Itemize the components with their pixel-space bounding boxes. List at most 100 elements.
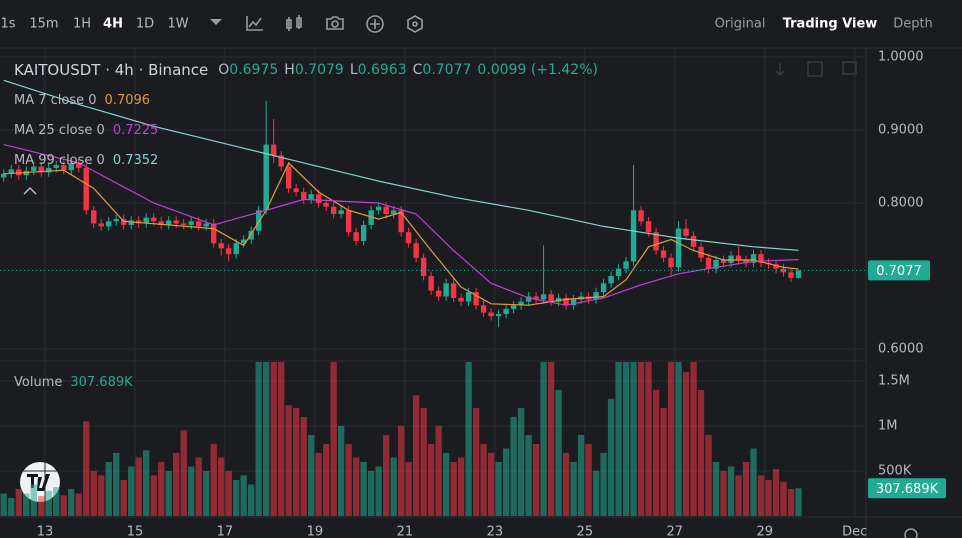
chart-buttons[interactable] xyxy=(23,61,857,195)
window-button[interactable] xyxy=(842,61,857,75)
volume-bar xyxy=(278,362,285,516)
volume-tick-label: 1M xyxy=(878,418,898,433)
ohlc-value: 0.6963 xyxy=(358,62,407,78)
volume-bar xyxy=(90,470,97,516)
ohlc-label: O xyxy=(218,62,229,78)
y-tick-label: 0.8000 xyxy=(878,196,924,211)
candle-body xyxy=(533,296,539,300)
volume-bar xyxy=(135,457,142,516)
interval-tab[interactable]: 1s xyxy=(0,17,15,32)
candle-body xyxy=(638,210,644,222)
volume-bar xyxy=(60,495,67,516)
candle-body xyxy=(788,272,794,278)
volume-bar xyxy=(780,481,787,516)
add-icon[interactable] xyxy=(366,15,384,33)
candle-body xyxy=(608,276,614,284)
candle-body xyxy=(735,255,742,260)
candle-body xyxy=(38,166,44,173)
candle-body xyxy=(623,261,629,269)
view-tab[interactable]: Original xyxy=(715,17,766,32)
volume-bar xyxy=(293,407,300,516)
volume-bar xyxy=(652,389,660,516)
candle-body xyxy=(263,144,269,211)
volume-bar xyxy=(495,461,502,516)
volume-bar xyxy=(255,362,262,516)
volume-bar xyxy=(435,425,442,516)
volume-bar xyxy=(525,434,532,516)
volume-bar xyxy=(195,457,202,516)
settings-icon[interactable] xyxy=(407,15,423,33)
candle-body xyxy=(645,221,652,233)
interval-tab[interactable]: 1D xyxy=(136,17,154,32)
volume-bar xyxy=(502,448,510,516)
indicator-icon[interactable] xyxy=(246,16,263,31)
view-tab[interactable]: Depth xyxy=(893,17,933,32)
volume-bar xyxy=(38,496,45,516)
volume-bar xyxy=(352,457,360,516)
ma-name: MA 99 close 0 xyxy=(14,153,105,168)
volume-bar xyxy=(480,443,487,516)
ma-legend: MA 99 close 0 0.7352 xyxy=(14,153,158,168)
volume-bar xyxy=(150,475,157,516)
candle-body xyxy=(668,257,674,268)
camera-icon[interactable] xyxy=(326,16,344,30)
candle-body xyxy=(525,296,532,302)
change-value: 0.0099 (+1.42%) xyxy=(477,62,598,78)
fullscreen-button[interactable] xyxy=(807,61,823,77)
volume-bar xyxy=(735,475,742,516)
volume-bar xyxy=(23,493,30,516)
candle-body xyxy=(76,162,82,168)
ma-name: MA 25 close 0 xyxy=(14,123,105,138)
x-tick-label: 23 xyxy=(487,525,504,538)
volume-bar xyxy=(225,470,232,516)
volume-bar xyxy=(697,389,705,516)
more-intervals[interactable] xyxy=(210,19,222,25)
interval-tab[interactable]: 1H xyxy=(73,17,91,32)
last-volume-label: 307.689K xyxy=(876,482,939,497)
candle-body xyxy=(323,203,329,207)
candle-body xyxy=(510,305,517,309)
candle-icon[interactable] xyxy=(286,15,302,31)
candle-body xyxy=(458,297,464,302)
candle-body xyxy=(308,194,314,200)
volume-bar xyxy=(0,493,7,516)
volume-bar xyxy=(757,475,765,516)
candle-body xyxy=(750,254,757,263)
volume-bar xyxy=(772,469,780,516)
volume-bar xyxy=(555,389,562,516)
candle-body xyxy=(705,257,712,269)
x-tick-label: 25 xyxy=(577,525,594,538)
volume-bar xyxy=(472,407,480,516)
interval-tab[interactable]: 1W xyxy=(167,17,188,32)
ma-value: 0.7225 xyxy=(113,123,159,138)
interval-tab[interactable]: 15m xyxy=(29,17,58,32)
candle-body xyxy=(773,264,779,269)
view-tab[interactable]: Trading View xyxy=(783,17,878,32)
toolbar-icons[interactable] xyxy=(246,15,423,33)
candle-body xyxy=(368,210,374,225)
volume-bar xyxy=(113,452,120,516)
collapse-button[interactable] xyxy=(23,187,37,195)
volume-bar xyxy=(750,448,757,516)
download-button[interactable] xyxy=(775,63,785,76)
volume-bar xyxy=(375,466,382,516)
candle-body xyxy=(495,313,502,317)
candle-body xyxy=(180,223,187,225)
axis-settings[interactable] xyxy=(904,528,918,538)
volume-bar xyxy=(457,457,465,516)
candle-body xyxy=(690,235,697,247)
volume-bar xyxy=(143,450,150,516)
volume-bar xyxy=(787,488,795,516)
candle-body xyxy=(428,276,434,291)
volume-bar xyxy=(285,405,292,516)
volume-bar xyxy=(675,362,682,516)
candle-body xyxy=(8,169,14,174)
volume-bar xyxy=(592,470,600,516)
interval-tab[interactable]: 4H xyxy=(103,17,123,32)
volume-bar xyxy=(720,470,727,516)
candle-body xyxy=(233,243,239,255)
candle-body xyxy=(285,166,292,189)
volume-bar xyxy=(263,362,270,516)
volume-bar xyxy=(442,452,450,516)
